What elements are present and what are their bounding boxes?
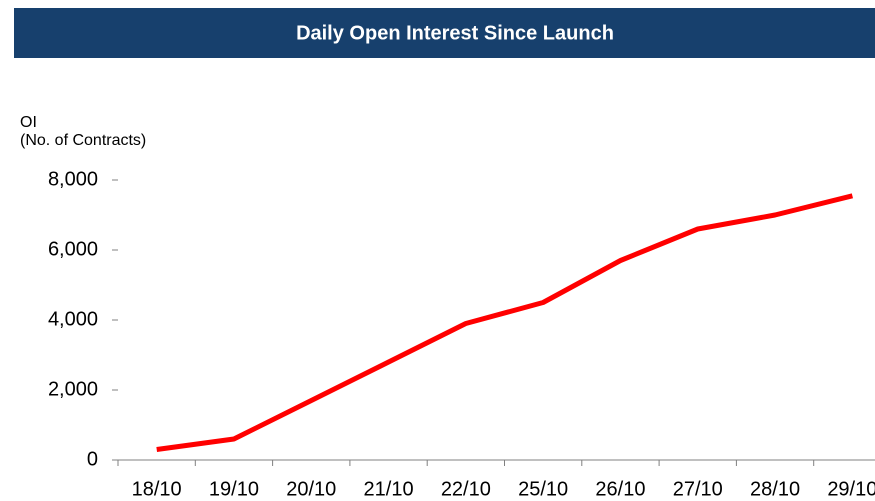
title-banner (14, 8, 875, 58)
y-tick-label: 8,000 (48, 168, 98, 190)
y-tick-label: 2,000 (48, 378, 98, 400)
y-axis-label: (No. of Contracts) (20, 132, 146, 149)
chart-title: Daily Open Interest Since Launch (296, 22, 614, 44)
x-tick-label: 22/10 (441, 478, 491, 500)
x-tick-label: 27/10 (673, 478, 723, 500)
y-tick-label: 4,000 (48, 308, 98, 330)
x-tick-label: 28/10 (750, 478, 800, 500)
y-tick-label: 0 (87, 448, 98, 470)
x-tick-label: 26/10 (595, 478, 645, 500)
x-tick-label: 21/10 (364, 478, 414, 500)
y-axis-label: OI (20, 114, 37, 131)
x-tick-label: 25/10 (518, 478, 568, 500)
y-tick-label: 6,000 (48, 238, 98, 260)
x-tick-label: 29/10 (827, 478, 875, 500)
x-tick-label: 20/10 (286, 478, 336, 500)
x-tick-label: 18/10 (132, 478, 182, 500)
x-tick-label: 19/10 (209, 478, 259, 500)
data-line (156, 193, 854, 452)
